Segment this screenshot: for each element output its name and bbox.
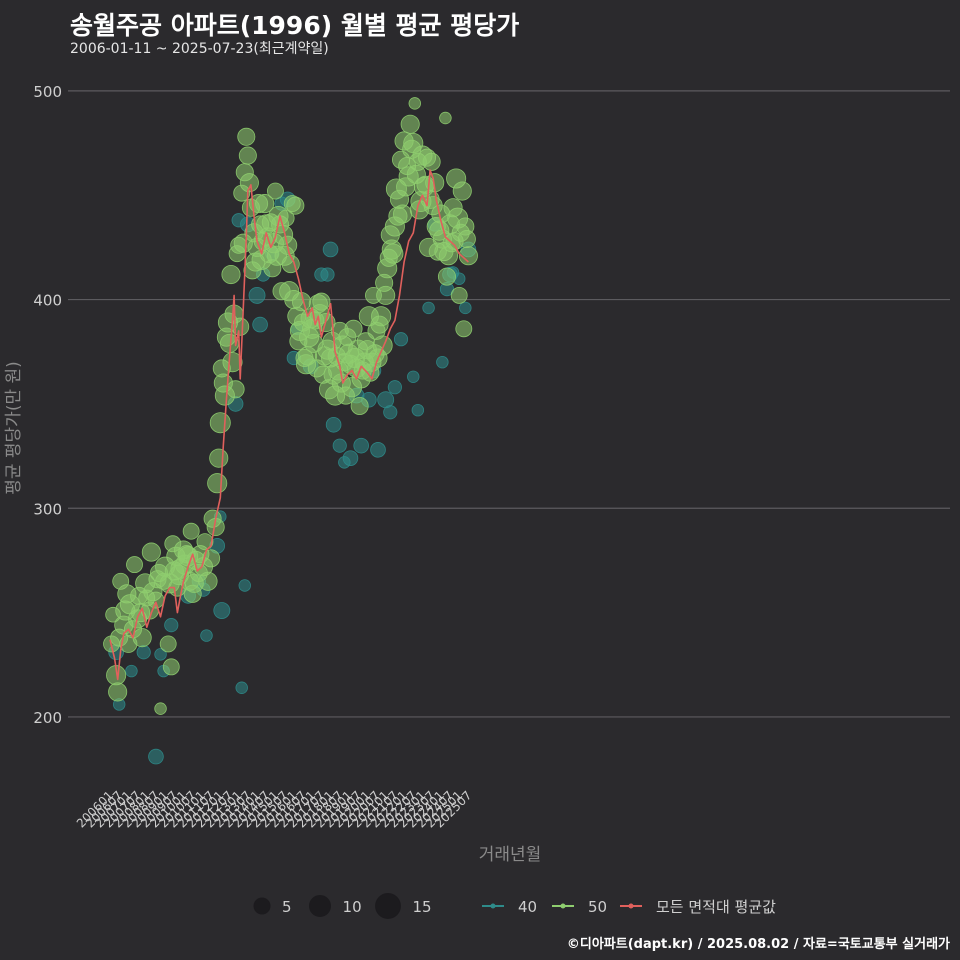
data-point-50	[455, 320, 473, 338]
legend-series-label: 40	[518, 898, 537, 916]
legend: 5 10 15 40 50 모든 면적대 평균값	[253, 893, 776, 919]
data-point-50	[141, 542, 161, 562]
data-point-50	[408, 97, 422, 110]
data-point-40	[320, 267, 335, 282]
data-point-50	[162, 658, 180, 676]
data-point-50	[222, 352, 243, 373]
data-point-50	[422, 152, 441, 171]
data-point-40	[342, 450, 359, 466]
data-point-50	[238, 146, 257, 165]
legend-size-marker	[375, 893, 401, 919]
data-point-50	[372, 335, 393, 356]
data-point-50	[198, 571, 218, 591]
data-point-40	[407, 370, 420, 384]
data-point-40	[383, 405, 398, 420]
legend-size-label: 10	[343, 898, 362, 916]
x-axis-title: 거래년월	[479, 845, 542, 865]
y-tick-label: 300	[33, 500, 62, 518]
data-point-50	[312, 292, 331, 311]
data-point-40	[248, 286, 266, 304]
data-point-40	[252, 316, 268, 333]
data-point-50	[196, 533, 214, 551]
data-point-50	[450, 286, 468, 304]
data-point-50	[400, 114, 420, 134]
legend-size-marker	[253, 897, 271, 915]
y-axis-title: 평균 평당가(만 원)	[4, 361, 24, 495]
data-point-50	[159, 635, 177, 653]
data-point-40	[370, 442, 386, 458]
data-point-50	[209, 448, 229, 468]
legend-series-label: 모든 면적대 평균값	[656, 898, 776, 916]
data-point-50	[458, 246, 478, 266]
data-point-40	[332, 438, 347, 453]
legend-size-label: 15	[412, 898, 431, 916]
data-point-50	[376, 285, 396, 305]
data-point-40	[393, 332, 409, 347]
data-point-50	[221, 264, 241, 285]
data-point-40	[353, 437, 369, 454]
legend-point-key	[490, 903, 496, 909]
data-point-40	[422, 301, 435, 315]
legend-size-label: 5	[282, 898, 292, 916]
average-line	[109, 169, 469, 681]
legend-series-label: 50	[588, 898, 607, 916]
data-point-40	[436, 355, 449, 369]
data-point-50	[392, 204, 413, 224]
data-point-40	[125, 664, 138, 678]
data-point-50	[154, 702, 167, 715]
y-tick-label: 200	[33, 709, 62, 727]
data-point-50	[437, 267, 456, 286]
data-point-50	[457, 230, 476, 249]
average-line-group	[109, 169, 469, 681]
data-point-50	[286, 196, 305, 215]
data-point-50	[383, 243, 404, 264]
data-point-50	[182, 522, 200, 540]
y-tick-label: 500	[33, 83, 62, 101]
data-point-50	[147, 591, 165, 609]
data-point-40	[322, 241, 339, 258]
legend-point-key	[560, 903, 566, 909]
legend-size-marker	[308, 894, 332, 918]
data-point-50	[202, 549, 221, 568]
grid-lines	[68, 90, 950, 718]
data-point-50	[226, 380, 245, 399]
y-tick-label: 400	[33, 292, 62, 310]
x-axis-ticks: 2006012006072007012007072008012008072009…	[74, 788, 475, 830]
data-point-40	[154, 648, 167, 661]
y-axis-ticks: 200 300 400 500	[33, 83, 62, 727]
data-point-40	[235, 681, 248, 694]
chart-subtitle: 2006-01-11 ~ 2025-07-23(최근계약일)	[70, 41, 329, 57]
data-point-50	[344, 319, 363, 338]
data-point-40	[200, 629, 213, 642]
data-point-40	[411, 403, 425, 417]
data-point-40	[325, 416, 342, 433]
data-point-40	[238, 579, 251, 592]
data-point-50	[439, 111, 452, 125]
data-point-50	[126, 556, 143, 574]
data-point-40	[164, 618, 179, 633]
legend-point-key	[628, 903, 634, 909]
data-point-50	[207, 473, 228, 494]
data-point-50	[266, 182, 284, 200]
source-caption: ©디아파트(dapt.kr) / 2025.08.02 / 자료=국토교통부 실…	[566, 937, 950, 952]
data-point-50	[452, 181, 472, 201]
scatter-points	[103, 97, 478, 765]
data-point-40	[136, 645, 151, 660]
data-point-50	[237, 127, 256, 146]
data-point-50	[239, 173, 259, 193]
data-point-40	[387, 380, 402, 395]
data-point-40	[459, 301, 472, 315]
data-point-50	[350, 396, 369, 416]
data-point-40	[213, 602, 231, 619]
data-point-50	[209, 412, 231, 434]
data-point-50	[132, 628, 152, 648]
data-point-50	[371, 306, 392, 327]
chart-title: 송월주공 아파트(1996) 월별 평균 평당가	[70, 11, 520, 40]
data-point-40	[148, 748, 164, 765]
data-point-50	[255, 194, 275, 214]
data-point-50	[108, 682, 128, 702]
